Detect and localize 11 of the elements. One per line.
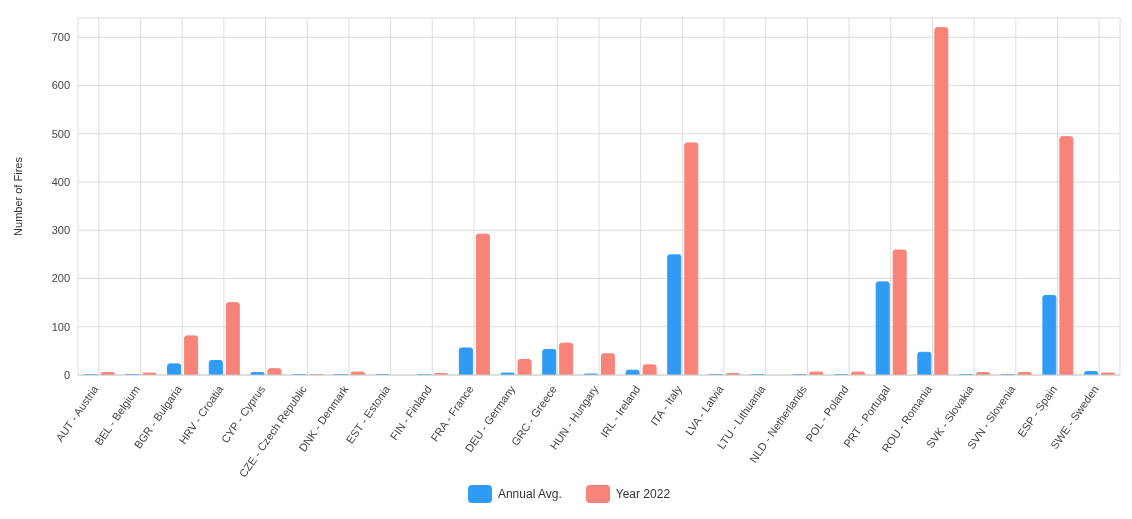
y-tick-label: 600 xyxy=(51,79,70,92)
y-tick-label: 400 xyxy=(51,175,70,188)
y-tick-label: 500 xyxy=(51,127,70,140)
y-tick-label: 700 xyxy=(51,31,70,44)
y-tick-label: 200 xyxy=(51,272,70,285)
y-axis-title: Number of Fires xyxy=(11,156,24,236)
legend-label: Annual Avg. xyxy=(496,486,562,503)
y-tick-label: 100 xyxy=(51,320,70,333)
legend-label: Year 2022 xyxy=(614,486,671,503)
y-tick-label: 300 xyxy=(51,224,70,237)
y-tick-label: 0 xyxy=(63,368,70,381)
